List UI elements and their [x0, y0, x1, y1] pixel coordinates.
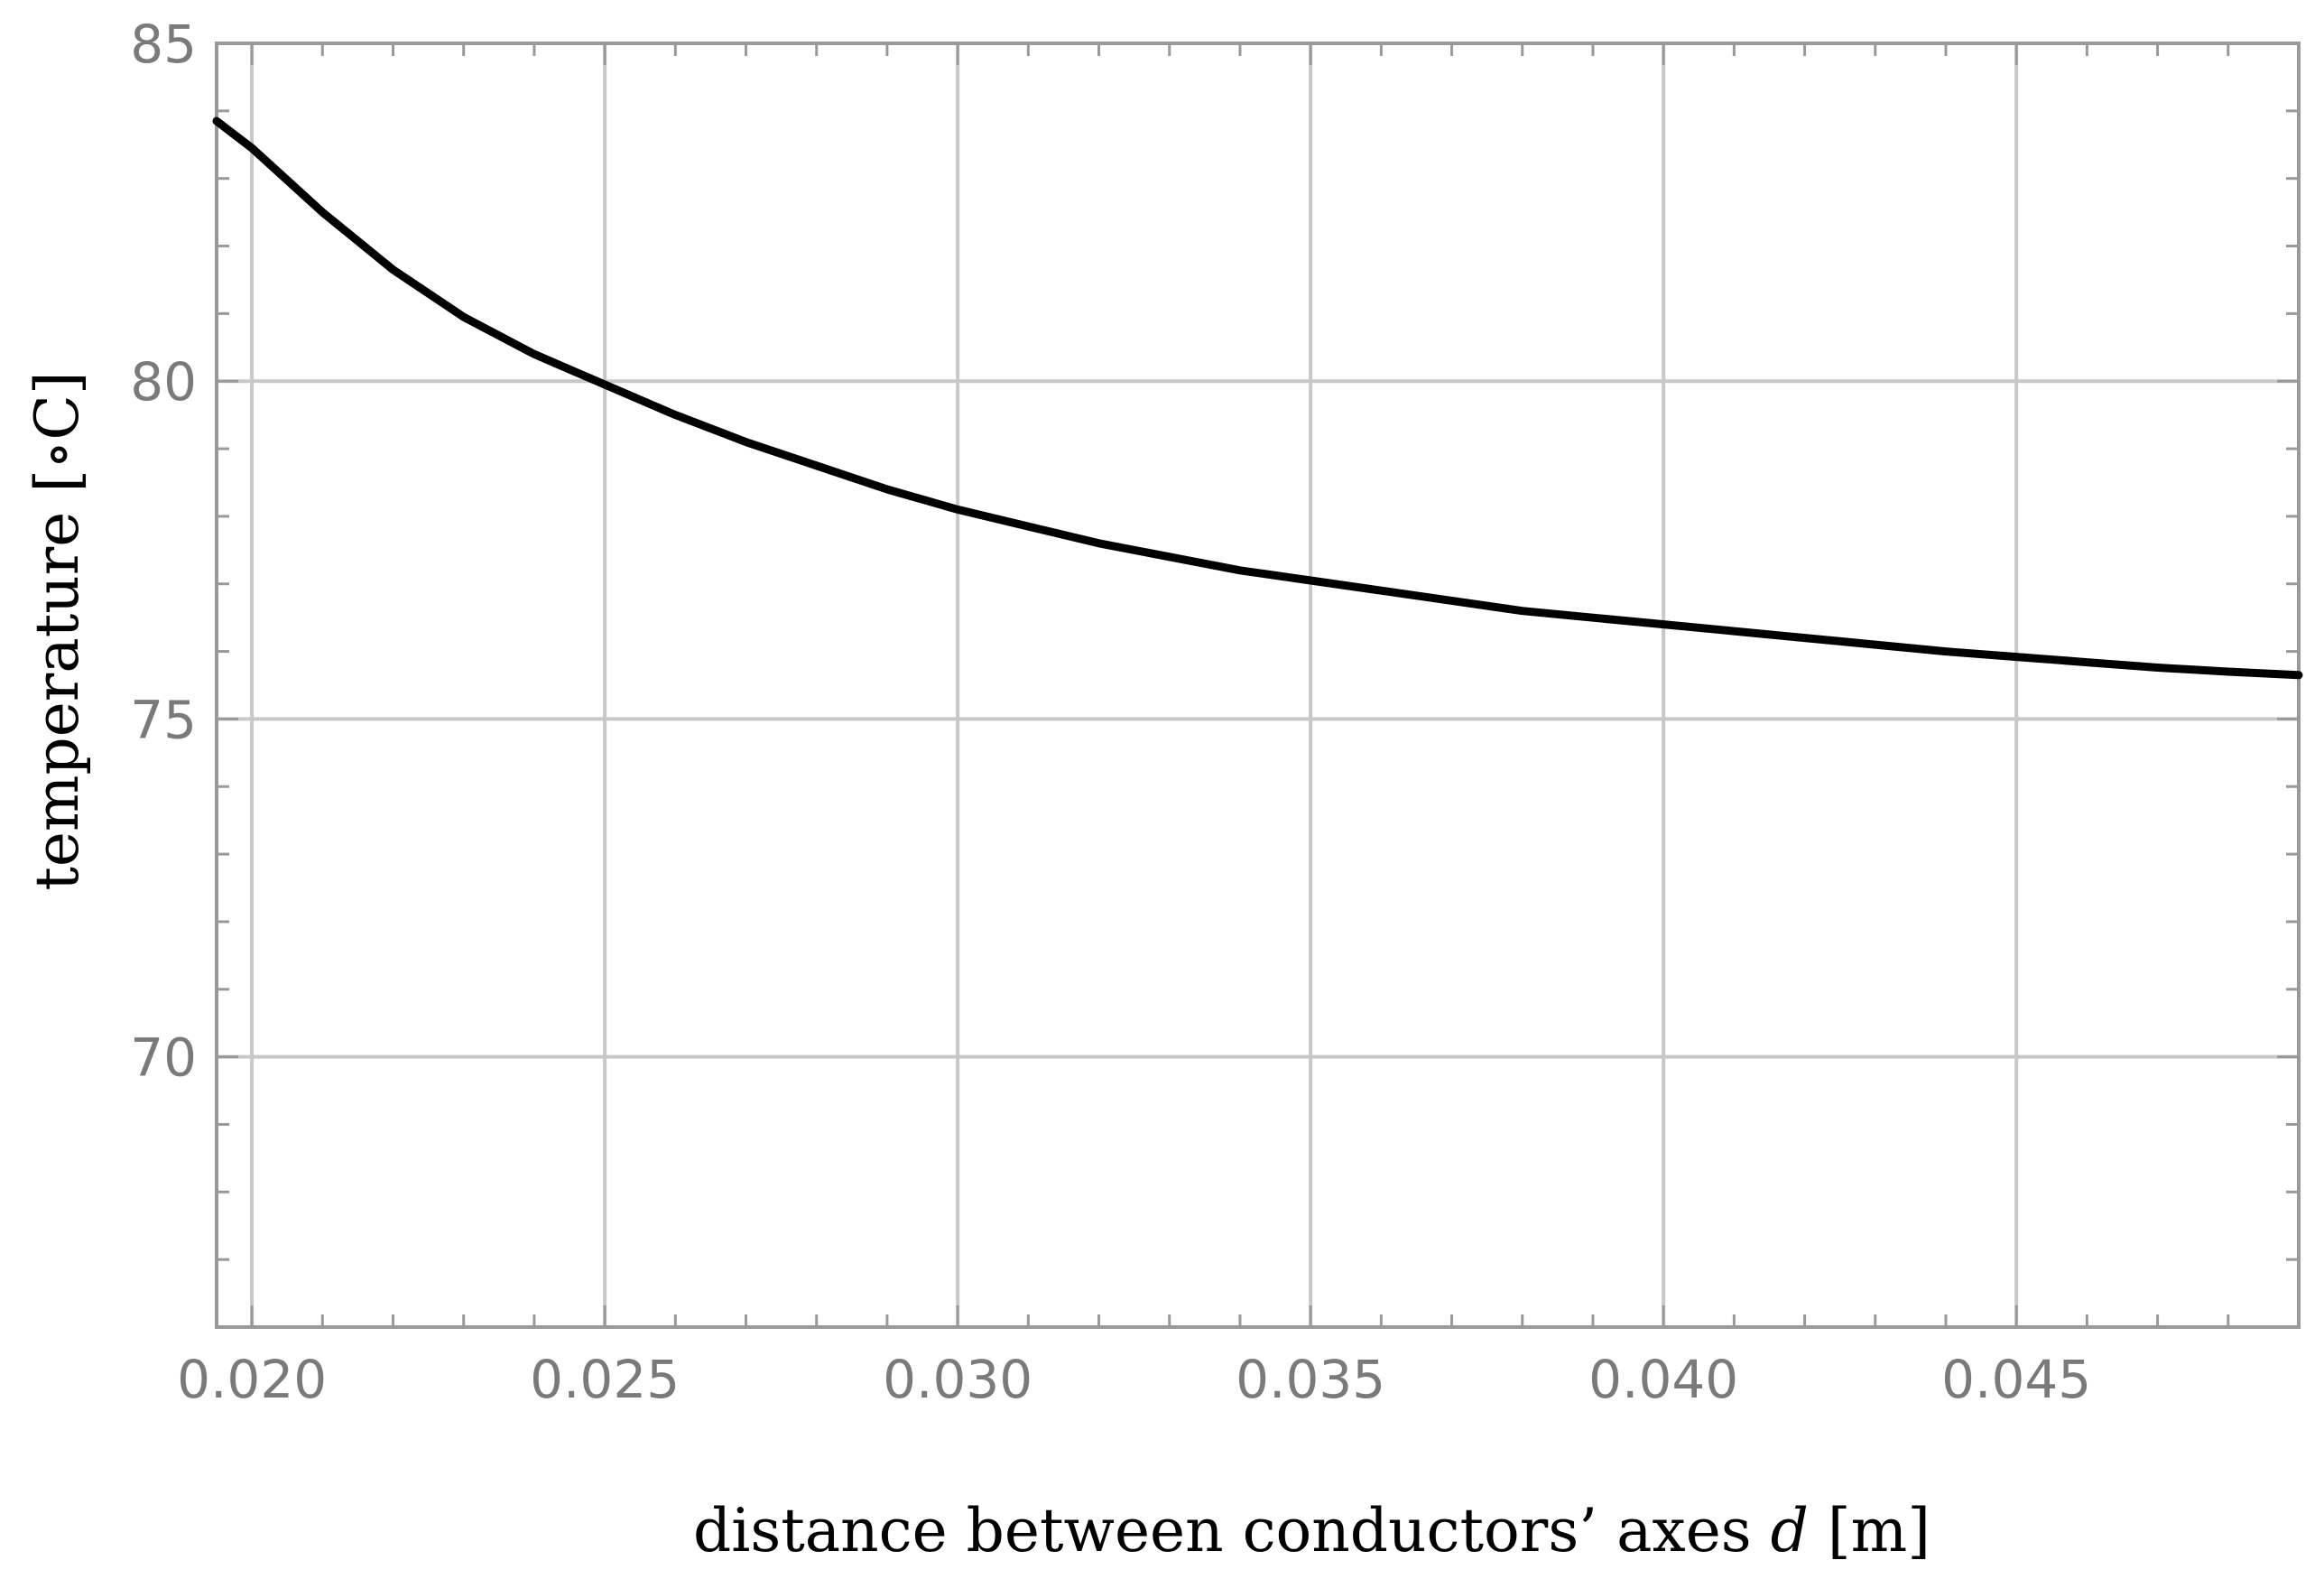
series-group — [212, 116, 2303, 680]
x-axis-label-variable: d — [1771, 1496, 1809, 1565]
plot-frame — [215, 42, 2301, 1329]
x-axis-label: distance between conductors’ axes d [m] — [693, 1496, 1930, 1565]
x-axis-label-prefix: distance between conductors’ axes — [693, 1496, 1771, 1565]
y-tick-label: 75 — [130, 689, 197, 750]
y-tick-labels: 85 80 75 70 — [130, 14, 197, 1089]
x-tick-label: 0.020 — [177, 1349, 327, 1410]
x-tick-label: 0.030 — [883, 1349, 1032, 1410]
y-tick-label: 80 — [130, 351, 197, 413]
x-tick-labels: 0.020 0.025 0.030 0.035 0.040 0.045 — [177, 1349, 2091, 1410]
series-line — [212, 116, 2303, 680]
y-tick-label: 70 — [130, 1027, 197, 1089]
x-tick-label: 0.040 — [1588, 1349, 1738, 1410]
x-axis-label-suffix: [m] — [1809, 1496, 1930, 1565]
grid-lines — [217, 42, 2299, 1327]
y-tick-label: 85 — [130, 14, 197, 75]
x-tick-label: 0.045 — [1941, 1349, 2091, 1410]
x-tick-label: 0.035 — [1236, 1349, 1385, 1410]
minor-ticks — [217, 42, 2301, 1329]
x-tick-label: 0.025 — [530, 1349, 680, 1410]
y-axis-label: temperature [∘C] — [23, 371, 92, 890]
